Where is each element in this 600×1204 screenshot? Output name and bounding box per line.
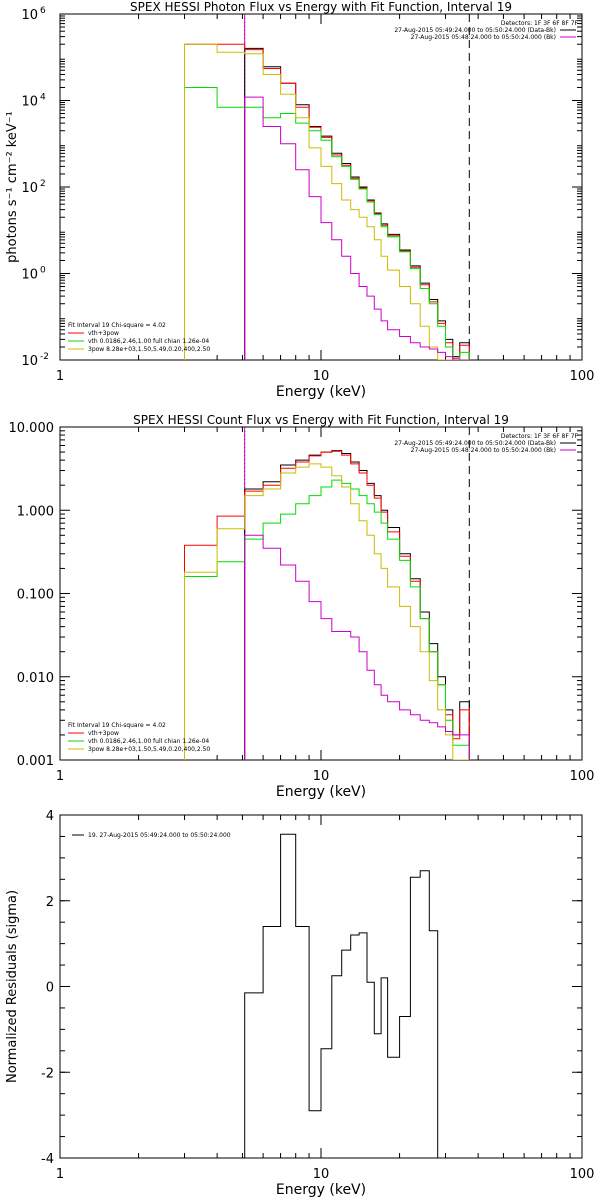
legend-right-text: Detectors: 1F 3F 6F 8F 7F (501, 20, 579, 27)
y-tick-label: 10.000 (9, 421, 55, 436)
legend-right-text: 27-Aug-2015 05:48:24.000 to 05:50:24.000… (411, 447, 556, 454)
series-line-5 (244, 534, 470, 760)
series-line-4 (184, 463, 470, 760)
legend-left-text: Fit Interval 19 Chi-square = 4.02 (68, 322, 166, 329)
y-tick-label: 0.010 (17, 671, 54, 686)
x-tick-label: 100 (570, 1167, 595, 1182)
legend-right-text: 27-Aug-2015 05:49:24.000 to 05:50:24.000… (394, 27, 556, 34)
plot-frame (59, 426, 583, 761)
legend-right-text: 27-Aug-2015 05:49:24.000 to 05:50:24.000… (394, 440, 556, 447)
series-line-2 (184, 450, 470, 760)
y-axis-label: Normalized Residuals (sigma) (5, 890, 20, 1083)
plot-frame (59, 13, 583, 361)
x-tick-label: 10 (313, 369, 330, 384)
y-tick-label: 4 (46, 809, 54, 824)
y-tick-exponent: 2 (40, 179, 46, 189)
y-tick-label: -4 (41, 1152, 54, 1167)
y-tick-label: 2 (46, 895, 54, 910)
series-line-4 (184, 43, 470, 360)
series-group (184, 43, 470, 360)
legend-right-text: Detectors: 1F 3F 6F 8F 7F (501, 433, 579, 440)
y-axis-label: photons s⁻¹ cm⁻² keV⁻¹ (5, 111, 20, 263)
series-line-5 (244, 96, 470, 360)
legend-right-text: 27-Aug-2015 05:48:24.000 to 05:50:24.000… (411, 34, 556, 41)
series-line-3 (184, 87, 470, 360)
y-tick-label: 0.100 (17, 588, 54, 603)
x-axis-label: Energy (keV) (276, 784, 366, 800)
legend-left-text: vth+3pow (88, 730, 119, 737)
x-tick-label: 1 (56, 769, 64, 784)
y-tick-label: 10 (21, 8, 38, 23)
y-tick-exponent: -2 (40, 352, 49, 362)
chart-title: SPEX HESSI Photon Flux vs Energy with Fi… (130, 0, 512, 14)
series-group (244, 833, 439, 1158)
x-tick-label: 10 (313, 769, 330, 784)
x-tick-label: 100 (570, 769, 595, 784)
y-tick-label: 10 (21, 181, 38, 196)
y-tick-label: 10 (21, 268, 38, 283)
y-tick-label: 0 (46, 981, 54, 996)
series-line-1 (244, 833, 439, 1158)
y-tick-label: 0.001 (17, 754, 54, 769)
x-tick-label: 100 (570, 369, 595, 384)
x-tick-label: 1 (56, 1167, 64, 1182)
series-line-1 (244, 47, 470, 360)
y-tick-exponent: 6 (40, 6, 46, 16)
series-group (184, 450, 470, 760)
y-tick-label: 10 (21, 95, 38, 110)
series-line-1 (244, 450, 470, 760)
y-tick-label: -2 (41, 1066, 54, 1081)
x-minor-ticks (138, 815, 571, 1158)
x-tick-label: 10 (313, 1167, 330, 1182)
x-minor-ticks (138, 427, 571, 760)
legend-left-text: 3pow 8.28e+03,1.50,5.49,0.20,400,2.50 (88, 346, 210, 353)
chart-title: SPEX HESSI Count Flux vs Energy with Fit… (133, 413, 509, 427)
x-tick-label: 1 (56, 369, 64, 384)
x-axis-label: Energy (keV) (276, 1182, 366, 1198)
y-tick-label: 10 (21, 354, 38, 369)
x-axis-label: Energy (keV) (276, 384, 366, 400)
legend-left-text: 3pow 8.28e+03,1.50,5.49,0.20,400,2.50 (88, 746, 210, 753)
y-tick-exponent: 4 (40, 93, 46, 103)
chart-panel-3: 1 10 100 -4 -2 0 2 4 Energy (keV) Normalized Resi… (5, 809, 594, 1198)
legend-left-text: vth 0.0186,2.46,1.00 full chian 1.26e-04 (88, 738, 209, 745)
legend-left-text: 19. 27-Aug-2015 05:49:24.000 to 05:50:24… (88, 832, 231, 839)
y-tick-exponent: 0 (40, 266, 46, 276)
series-line-3 (184, 479, 470, 760)
x-minor-ticks (138, 14, 571, 360)
y-tick-label: 1.000 (17, 504, 54, 519)
legend-left-text: vth 0.0186,2.46,1.00 full chian 1.26e-04 (88, 338, 209, 345)
legend-left-text: Fit Interval 19 Chi-square = 4.02 (68, 722, 166, 729)
chart-panel-2: 1 10 100 0.001 0.010 0.100 1.000 10.000 SPEX HES… (9, 413, 595, 800)
series-line-2 (184, 43, 470, 360)
legend-left-text: vth+3pow (88, 330, 119, 337)
